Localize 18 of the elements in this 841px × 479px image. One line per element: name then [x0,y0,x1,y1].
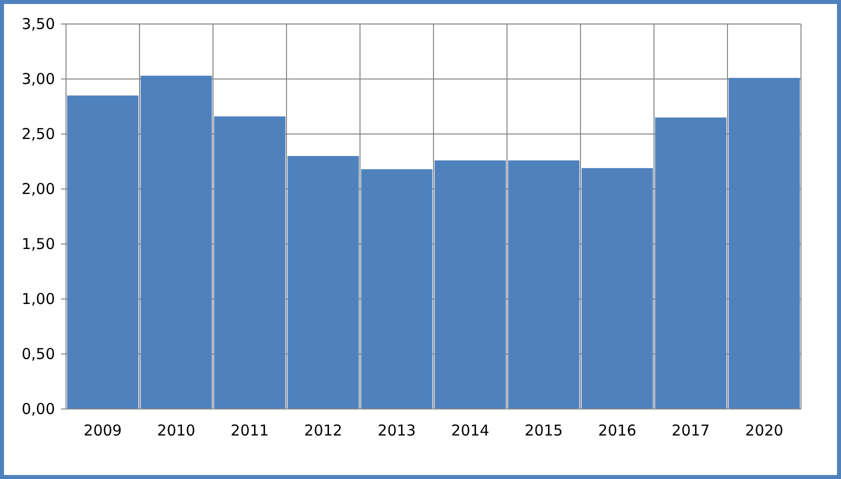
y-tick-label: 0,00 [22,400,55,418]
y-tick-label: 1,00 [22,290,55,308]
y-tick-label: 2,00 [22,180,55,198]
x-tick-label: 2020 [745,422,784,440]
x-tick-label: 2013 [378,422,416,440]
y-tick-label: 0,50 [22,344,55,363]
x-tick-label: 2010 [157,422,196,440]
x-tick-label: 2011 [230,422,269,440]
x-tick-label: 2012 [304,422,342,440]
x-tick-label: 2016 [598,422,636,440]
x-tick-label: 2017 [672,422,710,440]
y-tick-label: 3,50 [22,14,55,33]
y-tick-label: 2,50 [22,124,55,143]
y-tick-label: 1,50 [22,234,55,253]
x-tick-label: 2015 [524,422,563,440]
y-tick-label: 3,00 [22,70,55,88]
x-tick-label: 2014 [451,422,490,440]
x-tick-label: 2009 [84,422,122,440]
